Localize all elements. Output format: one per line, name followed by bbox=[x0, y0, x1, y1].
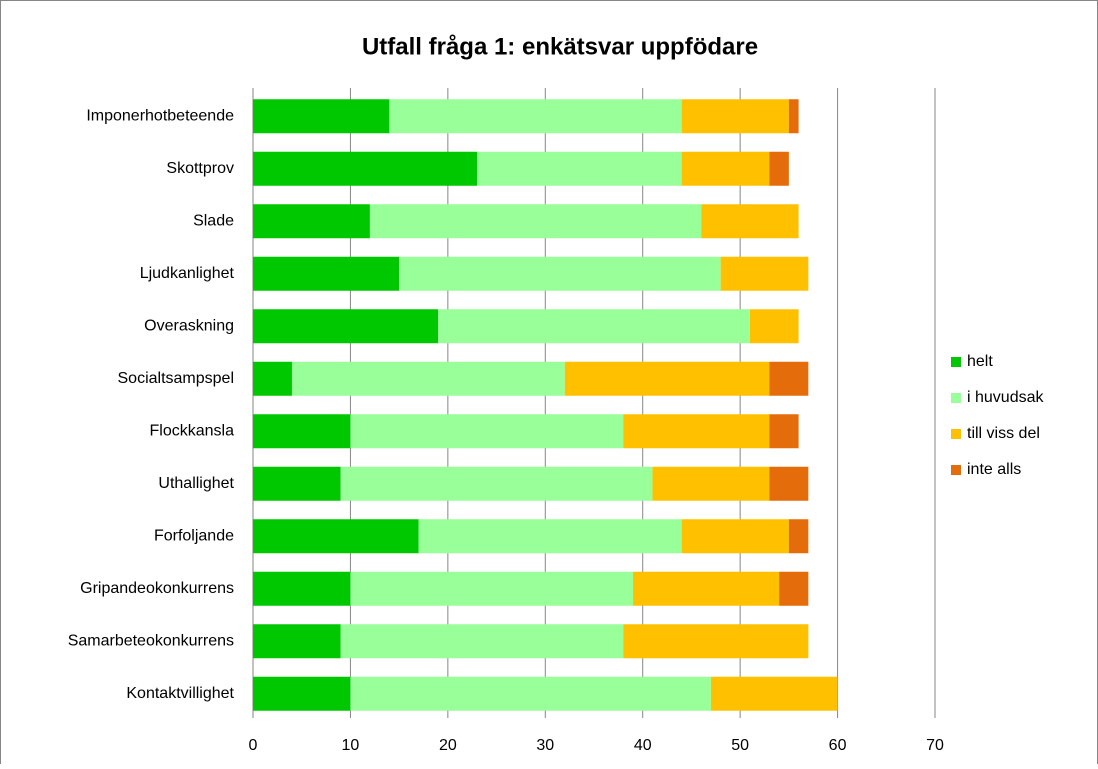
bar-segment bbox=[720, 256, 809, 291]
bar-segment bbox=[350, 571, 633, 606]
y-tick-label: Overaskning bbox=[144, 317, 234, 334]
legend-swatch bbox=[951, 465, 961, 475]
x-tick-label: 10 bbox=[342, 737, 360, 754]
bar-segment bbox=[350, 414, 624, 449]
chart-title: Utfall fråga 1: enkätsvar uppfödare bbox=[362, 33, 758, 60]
bar-segment bbox=[681, 519, 789, 554]
bar-segment bbox=[340, 624, 624, 659]
x-tick-label: 40 bbox=[634, 737, 652, 754]
legend-swatch bbox=[951, 429, 961, 439]
x-tick-label: 70 bbox=[926, 737, 944, 754]
bar-segment bbox=[399, 256, 721, 291]
bar-segment bbox=[623, 414, 770, 449]
legend-label: helt bbox=[967, 353, 993, 370]
bar-segment bbox=[253, 624, 341, 659]
bar-segment bbox=[564, 361, 770, 396]
x-tick-label: 0 bbox=[249, 737, 258, 754]
y-tick-label: Ljudkanlighet bbox=[140, 265, 235, 282]
y-tick-label: Samarbeteokonkurrens bbox=[68, 632, 234, 649]
bar-segment bbox=[749, 309, 799, 344]
x-tick-label: 20 bbox=[439, 737, 457, 754]
legend-label: till viss del bbox=[967, 425, 1040, 442]
legend-label: inte alls bbox=[967, 461, 1021, 478]
x-tick-label: 30 bbox=[536, 737, 554, 754]
y-tick-label: Kontaktvillighet bbox=[126, 685, 234, 702]
bar-segment bbox=[253, 309, 439, 344]
y-tick-label: Socialtsampspel bbox=[118, 370, 235, 387]
bar-segment bbox=[291, 361, 565, 396]
bar-segment bbox=[769, 151, 789, 186]
bar-segment bbox=[418, 519, 682, 554]
y-tick-label: Forfoljande bbox=[154, 527, 234, 544]
bar-segment bbox=[340, 466, 653, 501]
y-tick-label: Gripandeokonkurrens bbox=[80, 580, 234, 597]
x-tick-label: 60 bbox=[829, 737, 847, 754]
bar-segment bbox=[681, 99, 789, 134]
bar-segment bbox=[253, 99, 390, 134]
bar-segment bbox=[253, 571, 351, 606]
legend-swatch bbox=[951, 357, 961, 367]
bar-segment bbox=[701, 204, 799, 239]
legend-swatch bbox=[951, 393, 961, 403]
y-tick-label: Skottprov bbox=[166, 160, 234, 177]
bar-segment bbox=[779, 571, 809, 606]
bar-segment bbox=[389, 99, 682, 134]
y-tick-label: Slade bbox=[193, 212, 234, 229]
bar-segment bbox=[253, 414, 351, 449]
bar-segment bbox=[632, 571, 780, 606]
bar-segment bbox=[788, 99, 799, 134]
bar-segment bbox=[652, 466, 770, 501]
bar-segment bbox=[253, 361, 292, 396]
y-tick-label: Imponerhotbeteende bbox=[86, 107, 234, 124]
bar-segment bbox=[769, 361, 809, 396]
bar-segment bbox=[769, 414, 799, 449]
bar-segment bbox=[253, 519, 419, 554]
bar-segment bbox=[477, 151, 682, 186]
bar-segment bbox=[769, 466, 809, 501]
bar-segment bbox=[253, 204, 370, 239]
legend-label: i huvudsak bbox=[967, 389, 1044, 406]
bar-segment bbox=[623, 624, 809, 659]
bar-segment bbox=[438, 309, 750, 344]
bar-segment bbox=[350, 676, 711, 711]
bar-segment bbox=[253, 676, 351, 711]
y-tick-label: Uthallighet bbox=[158, 475, 234, 492]
y-tick-label: Flockkansla bbox=[150, 422, 235, 439]
bar-segment bbox=[788, 519, 809, 554]
bar-segment bbox=[253, 466, 341, 501]
bar-segment bbox=[710, 676, 838, 711]
bar-segment bbox=[681, 151, 770, 186]
x-tick-label: 50 bbox=[731, 737, 749, 754]
bar-segment bbox=[253, 256, 400, 291]
bar-segment bbox=[369, 204, 702, 239]
bar-segment bbox=[253, 151, 478, 186]
